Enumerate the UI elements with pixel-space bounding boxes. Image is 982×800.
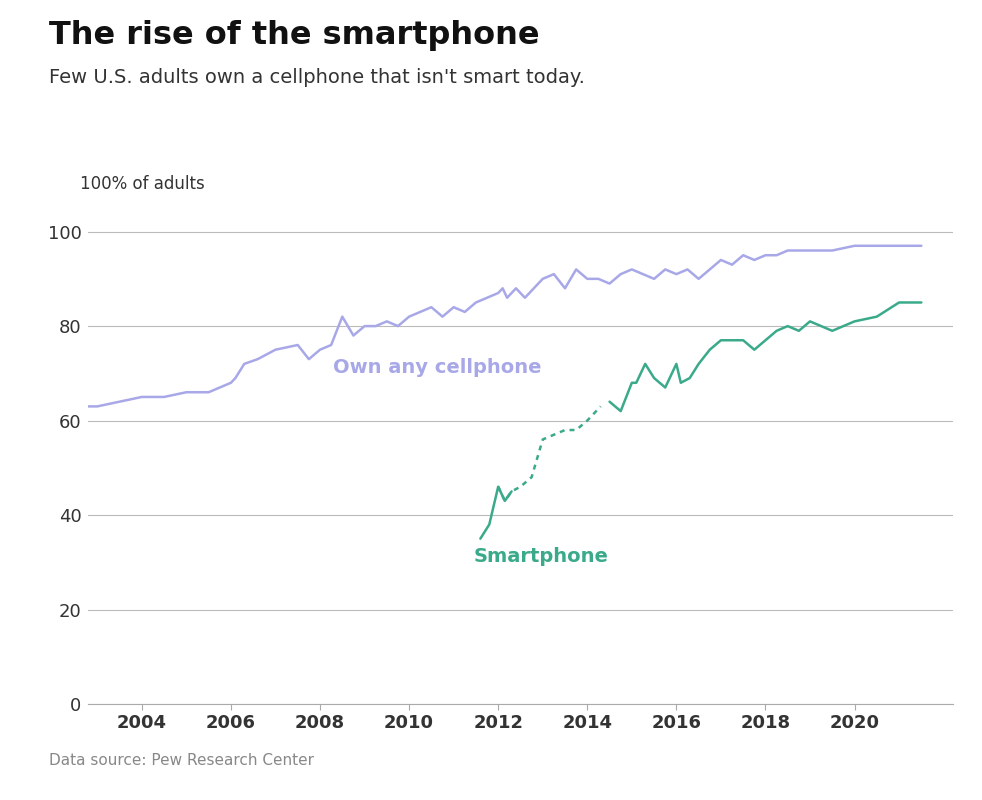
Text: Data source: Pew Research Center: Data source: Pew Research Center (49, 753, 314, 768)
Text: Smartphone: Smartphone (473, 547, 609, 566)
Text: Own any cellphone: Own any cellphone (333, 358, 542, 378)
Text: The rise of the smartphone: The rise of the smartphone (49, 20, 539, 51)
Text: 100% of adults: 100% of adults (80, 175, 204, 193)
Text: Few U.S. adults own a cellphone that isn't smart today.: Few U.S. adults own a cellphone that isn… (49, 68, 585, 87)
